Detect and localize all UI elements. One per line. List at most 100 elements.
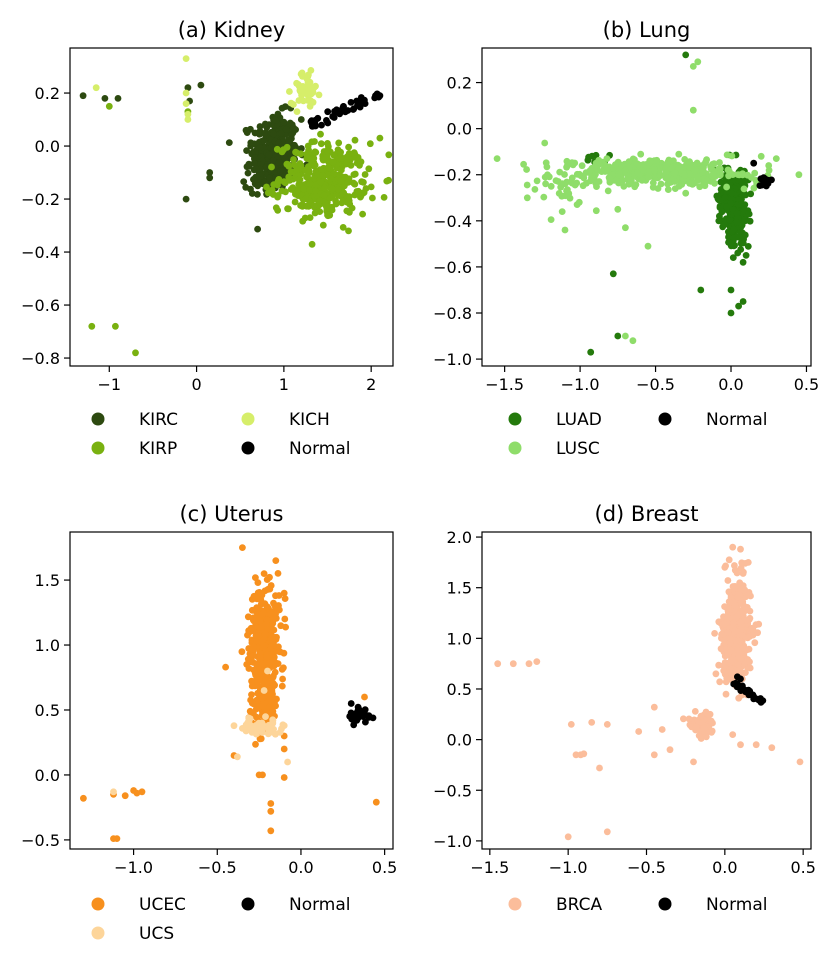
data-point (306, 214, 314, 222)
data-point (702, 158, 710, 166)
x-tick-label: −1.0 (114, 858, 153, 877)
data-point (742, 252, 750, 259)
data-point (264, 586, 272, 593)
data-point (587, 348, 595, 356)
data-point (264, 189, 272, 197)
data-point (694, 58, 702, 66)
data-point (604, 187, 612, 195)
data-point (578, 162, 586, 170)
data-point (306, 180, 314, 188)
panel-3: (c) Uterus −1.0 −0.5 0.0 0.5 −0.5 0.0 0.5 1.0 1.5… (21, 502, 397, 944)
data-point (291, 198, 299, 206)
data-point (265, 151, 273, 159)
data-point (245, 163, 253, 170)
data-point (360, 178, 367, 186)
data-point (523, 181, 531, 189)
data-point (297, 70, 305, 78)
data-point (740, 185, 748, 193)
data-point (256, 653, 264, 661)
data-point (614, 332, 622, 340)
data-point (306, 102, 314, 110)
data-point (662, 169, 670, 177)
data-point (725, 556, 733, 564)
data-point (344, 155, 352, 163)
data-point (666, 746, 674, 754)
data-point (603, 721, 611, 728)
data-point (345, 143, 352, 151)
data-point (294, 81, 302, 88)
data-point (671, 185, 679, 193)
data-point (280, 745, 288, 753)
data-point (720, 221, 728, 229)
data-point (279, 167, 286, 175)
data-point (138, 788, 146, 796)
data-point (383, 177, 391, 185)
data-point (741, 231, 749, 239)
data-point (281, 595, 289, 602)
data-point (561, 226, 569, 234)
data-point (755, 696, 763, 704)
data-point (297, 162, 305, 170)
data-point (270, 130, 277, 138)
data-point (710, 171, 717, 179)
y-tick-label: 0.0 (447, 731, 472, 750)
data-point (721, 194, 729, 201)
x-tick-label: −0.5 (636, 375, 675, 394)
data-point (317, 178, 325, 186)
data-point (206, 174, 214, 182)
data-point (259, 660, 266, 668)
data-point (494, 660, 502, 668)
data-point (340, 103, 347, 110)
data-point (355, 187, 362, 195)
data-point (356, 103, 364, 111)
data-point (711, 630, 718, 637)
data-point (247, 185, 254, 193)
data-point (300, 185, 308, 193)
data-point (247, 125, 254, 133)
data-point (372, 798, 380, 806)
data-point (259, 771, 266, 779)
panel-title: (b) Lung (603, 18, 691, 42)
data-point (250, 643, 258, 650)
data-point (700, 175, 708, 182)
data-point (724, 577, 732, 584)
data-point (737, 687, 745, 694)
data-point (290, 156, 297, 163)
x-tick-label: 0.0 (288, 858, 313, 877)
data-point (730, 225, 738, 233)
data-point (725, 233, 732, 241)
data-point (725, 167, 733, 175)
data-point (731, 566, 739, 574)
data-point (352, 710, 359, 718)
y-tick-label: −0.8 (433, 304, 472, 323)
data-point (741, 216, 749, 224)
data-point (726, 216, 734, 224)
data-point (339, 224, 347, 231)
data-point (680, 715, 687, 723)
data-point (292, 190, 299, 198)
legend-marker (508, 441, 522, 455)
data-point (184, 116, 192, 123)
data-point (747, 190, 755, 198)
data-point (329, 113, 337, 120)
data-point (746, 217, 754, 225)
data-point (752, 741, 760, 749)
legend: UCEC UCS Normal (91, 895, 351, 944)
data-point (261, 600, 269, 608)
data-point (547, 216, 555, 224)
data-point (261, 130, 268, 138)
data-point (281, 615, 289, 623)
y-tick-label: −0.5 (21, 831, 60, 850)
data-point (337, 177, 345, 185)
data-point (689, 106, 697, 114)
data-point (533, 658, 541, 665)
data-point (121, 792, 129, 800)
data-point (260, 570, 268, 577)
data-point (701, 182, 709, 190)
data-point (569, 161, 577, 169)
data-point (256, 617, 264, 625)
data-point (252, 740, 259, 748)
series-ucec (80, 544, 380, 842)
x-tick-label: 2 (366, 375, 376, 394)
data-point (772, 155, 780, 163)
